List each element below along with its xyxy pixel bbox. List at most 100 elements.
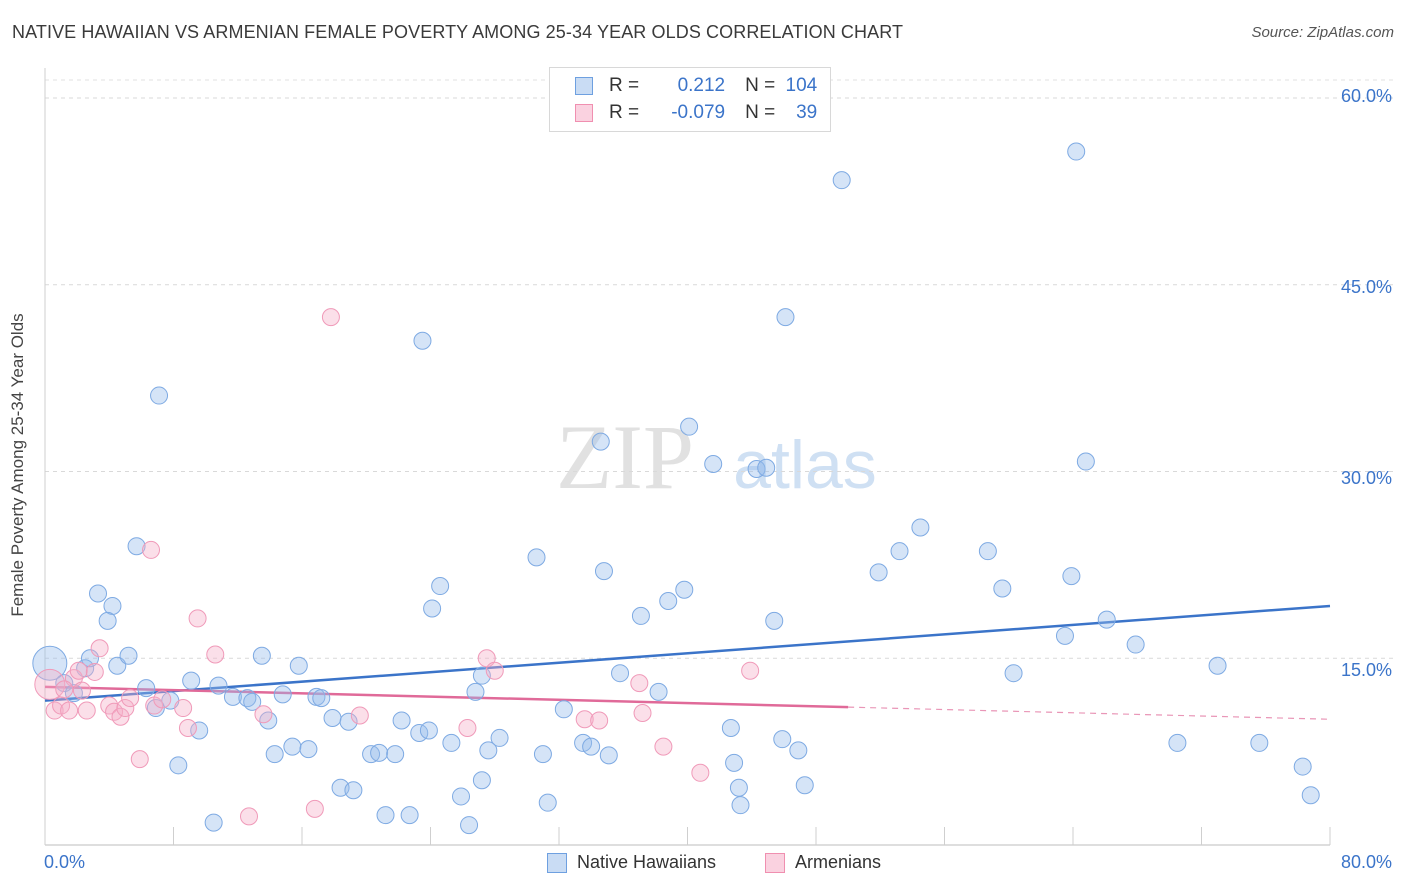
- data-point-native: [370, 743, 389, 762]
- data-point-armenian: [77, 701, 96, 720]
- data-point-native: [460, 816, 479, 835]
- data-point-native: [978, 542, 997, 561]
- legend-item-native: Native Hawaiians: [547, 852, 716, 873]
- data-point-native: [582, 737, 601, 756]
- axes: [44, 68, 1331, 846]
- data-point-native: [527, 548, 546, 567]
- data-point-native: [1208, 656, 1227, 675]
- data-point-armenian: [85, 662, 104, 681]
- stats-row-armenian: R = -0.079 N = 39: [550, 100, 817, 126]
- data-point-native: [169, 756, 188, 775]
- data-point-native: [1301, 786, 1320, 805]
- data-point-native: [1062, 567, 1081, 586]
- data-point-armenian: [458, 718, 477, 737]
- data-point-native: [182, 671, 201, 690]
- watermark: ZIP atlas: [556, 406, 877, 508]
- data-point-native: [1168, 733, 1187, 752]
- data-point-armenian: [174, 699, 193, 718]
- trend-line-native: [44, 604, 1331, 702]
- data-point-native: [659, 591, 678, 610]
- data-point-native: [765, 611, 784, 630]
- data-point-native: [890, 542, 909, 561]
- data-point-native: [386, 745, 405, 764]
- r-value: -0.079: [671, 102, 726, 123]
- data-point-armenian: [116, 699, 135, 718]
- data-point-native: [1293, 757, 1312, 776]
- data-point-native: [776, 308, 795, 327]
- y-tick-label: 60.0%: [1340, 86, 1392, 106]
- data-point-native: [1250, 733, 1269, 752]
- data-point-native: [323, 709, 342, 728]
- watermark-atlas: atlas: [733, 427, 877, 503]
- data-point-armenian: [55, 680, 74, 699]
- data-point-armenian: [153, 690, 172, 709]
- data-point-native: [599, 746, 618, 765]
- data-point-native: [795, 776, 814, 795]
- stats-row-native: R = 0.212 N = 104: [550, 73, 817, 99]
- watermark-zip: ZIP: [556, 406, 694, 508]
- data-point-native: [649, 682, 668, 701]
- data-point-native: [594, 562, 613, 581]
- legend-label-native: Native Hawaiians: [577, 852, 717, 872]
- x-tick-max: 80.0%: [1340, 852, 1392, 872]
- data-point-native: [729, 778, 748, 797]
- data-point-native: [223, 687, 242, 706]
- data-point-native: [466, 682, 485, 701]
- data-point-native: [869, 563, 888, 582]
- data-point-native: [832, 171, 851, 190]
- data-point-armenian: [34, 668, 66, 700]
- data-point-armenian: [111, 707, 130, 726]
- x-tick-min: 0.0%: [44, 852, 86, 872]
- data-point-native: [98, 611, 117, 630]
- n-label: N =: [745, 75, 776, 96]
- data-point-native: [392, 711, 411, 730]
- data-point-native: [190, 721, 209, 740]
- data-point-native: [479, 741, 498, 760]
- legend-item-armenian: Armenians: [765, 852, 881, 873]
- legend-swatch-armenian: [765, 852, 785, 873]
- data-point-native: [119, 646, 138, 665]
- r-label: R =: [609, 75, 640, 96]
- r-value: 0.212: [677, 75, 726, 96]
- data-point-native: [554, 700, 573, 719]
- data-point-native: [591, 432, 610, 451]
- source-label: Source: ZipAtlas.com: [1251, 24, 1394, 41]
- y-tick-label: 15.0%: [1340, 660, 1392, 680]
- data-point-native: [725, 753, 744, 772]
- armenians-points: [34, 308, 760, 826]
- trend-line-armenian-extension: [848, 706, 1331, 720]
- data-point-armenian: [188, 609, 207, 628]
- data-point-native: [127, 537, 146, 556]
- data-point-native: [1055, 626, 1074, 645]
- data-point-native: [423, 599, 442, 618]
- data-point-armenian: [254, 705, 273, 724]
- data-point-armenian: [485, 661, 504, 680]
- data-point-native: [419, 721, 438, 740]
- data-point-armenian: [142, 540, 161, 559]
- data-point-native: [431, 577, 450, 596]
- data-point-armenian: [130, 750, 149, 769]
- n-value: 39: [796, 102, 818, 123]
- data-point-native: [344, 781, 363, 800]
- data-point-armenian: [575, 710, 594, 729]
- data-point-armenian: [590, 711, 609, 730]
- grid: [45, 79, 1395, 659]
- data-point-native: [452, 787, 471, 806]
- data-point-armenian: [321, 308, 340, 327]
- data-point-armenian: [691, 763, 710, 782]
- data-point-native: [490, 728, 509, 747]
- data-point-native: [243, 692, 262, 711]
- data-point-armenian: [60, 701, 79, 720]
- data-point-native: [283, 737, 302, 756]
- data-point-native: [747, 460, 766, 479]
- data-point-native: [1067, 142, 1086, 161]
- data-point-native: [204, 813, 223, 832]
- data-point-native: [731, 796, 750, 815]
- data-point-native: [611, 664, 630, 683]
- data-point-native: [108, 656, 127, 675]
- data-point-armenian: [633, 704, 652, 723]
- data-point-armenian: [100, 696, 119, 715]
- data-point-native: [721, 718, 740, 737]
- data-point-native: [339, 712, 358, 731]
